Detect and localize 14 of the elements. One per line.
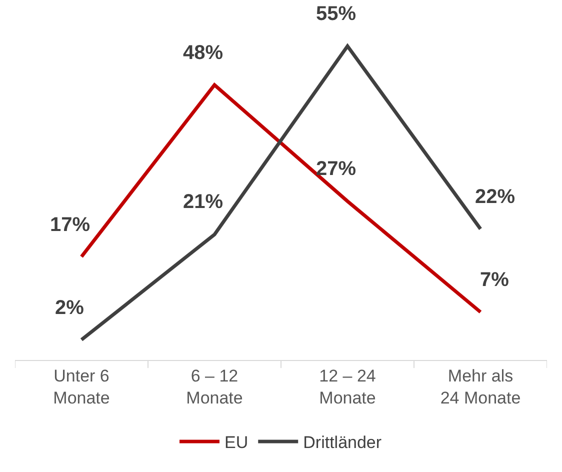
data-label: 48%: [183, 42, 224, 64]
data-label: 21%: [183, 191, 224, 213]
x-tick-label: Mehr als 24 Monate: [440, 366, 521, 408]
data-label: 17%: [50, 214, 90, 236]
x-tick-label: 12 – 24 Monate: [319, 366, 376, 408]
data-label: 7%: [480, 269, 510, 291]
data-label: 27%: [316, 158, 356, 180]
data-label: 55%: [316, 3, 356, 25]
x-tick-label: 6 – 12 Monate: [186, 366, 243, 408]
legend-label: Drittländer: [303, 433, 382, 452]
data-label: 22%: [475, 186, 516, 208]
data-label: 2%: [55, 297, 84, 319]
legend-label: EU: [224, 433, 248, 452]
x-tick-label: Unter 6 Monate: [53, 366, 110, 408]
